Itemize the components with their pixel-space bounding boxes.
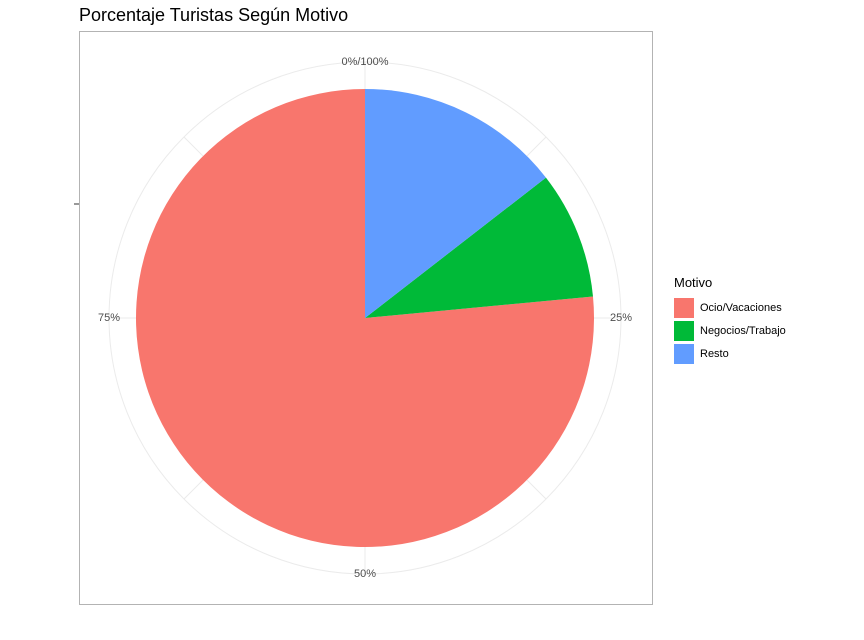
grid-radial-line — [183, 479, 204, 500]
legend-item-negocios: Negocios/Trabajo — [674, 319, 786, 342]
grid-radial-line — [526, 479, 547, 500]
legend-swatch-resto — [674, 343, 694, 364]
grid-layer — [108, 61, 622, 575]
legend-item-resto: Resto — [674, 342, 786, 365]
chart-title: Porcentaje Turistas Según Motivo — [79, 5, 349, 25]
legend-swatch-ocio — [674, 297, 694, 318]
tick-label-0: 0%/100% — [341, 56, 388, 68]
pie-slice-resto — [365, 89, 546, 318]
pie-slice-negocios-trabajo — [365, 177, 593, 318]
legend-swatch-negocios — [674, 320, 694, 341]
legend-item-ocio: Ocio/Vacaciones — [674, 296, 786, 319]
panel-border — [79, 31, 653, 605]
legend-label-ocio: Ocio/Vacaciones — [700, 301, 782, 314]
grid-radial-line — [183, 136, 204, 157]
grid-radial-line — [526, 136, 547, 157]
legend-title: Motivo — [674, 275, 713, 290]
tick-label-layer: 0%/100% 25% 50% 75% — [98, 56, 632, 580]
legend: Motivo Ocio/Vacaciones Negocios/Trabajo … — [674, 275, 786, 365]
tick-label-3: 75% — [98, 312, 120, 324]
legend-label-negocios: Negocios/Trabajo — [700, 324, 786, 337]
tick-label-2: 50% — [354, 568, 376, 580]
tick-label-1: 25% — [610, 312, 632, 324]
slice-layer — [136, 89, 594, 547]
legend-label-resto: Resto — [700, 347, 729, 360]
